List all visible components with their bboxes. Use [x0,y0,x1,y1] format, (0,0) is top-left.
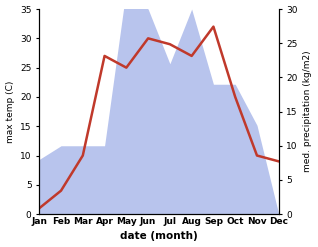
X-axis label: date (month): date (month) [120,231,198,242]
Y-axis label: max temp (C): max temp (C) [5,80,15,143]
Y-axis label: med. precipitation (kg/m2): med. precipitation (kg/m2) [303,51,313,172]
